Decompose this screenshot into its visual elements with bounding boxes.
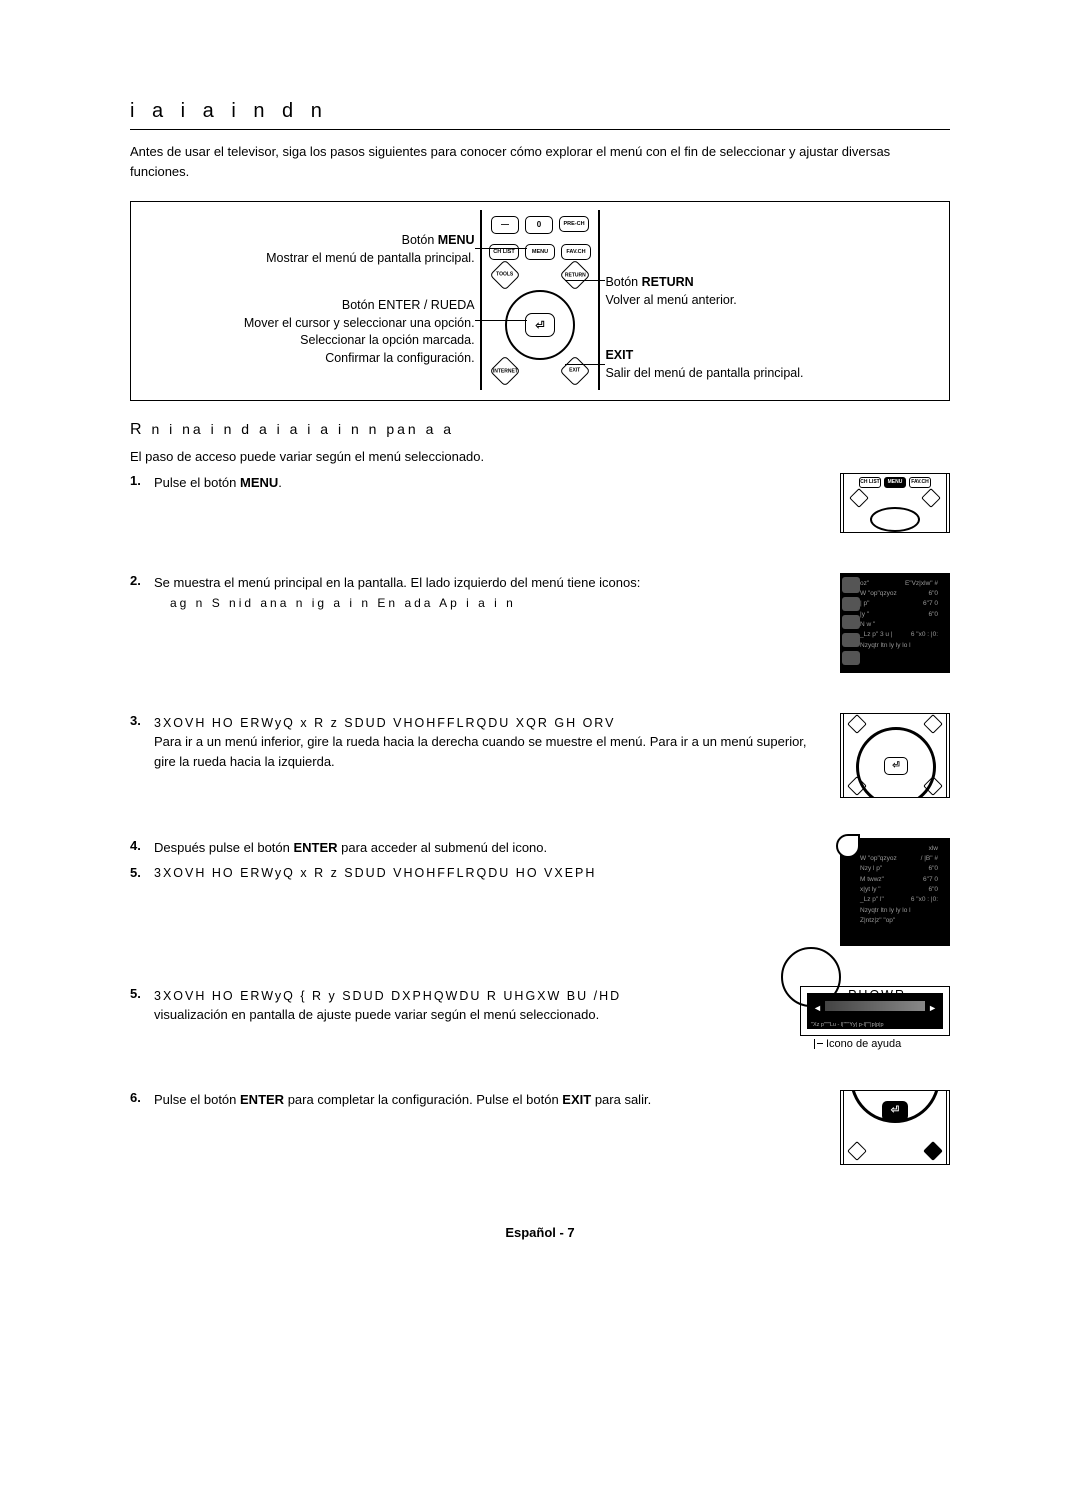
- prech-button: PRE-CH: [559, 216, 589, 232]
- exit-button: EXIT: [559, 355, 590, 386]
- tools-button: TOOLS: [489, 259, 520, 290]
- thumb-menu-screen: oz"E"Vz|xlw" # W "op"qzyoz6"0 | p"6"7 0 …: [840, 573, 950, 673]
- page-footer: Español - 7: [130, 1225, 950, 1240]
- return-button-label: Botón RETURN Volver al menú anterior.: [605, 274, 736, 309]
- minus-button: —: [491, 216, 519, 234]
- thumb-enter-exit: ⏎: [840, 1090, 950, 1165]
- step-1: Pulse el botón MENU. CH LIST MENU FAV.CH: [130, 473, 950, 533]
- page-title: i a i a i n d n: [130, 100, 950, 130]
- zero-button: 0: [525, 216, 553, 234]
- thumb-remote-menu: CH LIST MENU FAV.CH: [840, 473, 950, 533]
- section-heading: R n i na i n d a i a i a i n n pan a a: [130, 421, 950, 439]
- remote-illustration: — 0 PRE-CH CH LIST MENU FAV.CH TOOLS RET…: [480, 210, 600, 390]
- steps-list: Pulse el botón MENU. CH LIST MENU FAV.CH: [130, 473, 950, 1165]
- chlist-button: CH LIST: [489, 244, 519, 260]
- enter-button-label: Botón ENTER / RUEDA Mover el cursor y se…: [244, 297, 475, 367]
- step-6: 3XOVH HO ERWyQ { R y SDUD DXPHQWDU R UHG…: [130, 986, 950, 1050]
- step-7: Pulse el botón ENTER para completar la c…: [130, 1090, 950, 1165]
- menu-button: MENU: [525, 244, 555, 260]
- favch-button: FAV.CH: [561, 244, 591, 260]
- internet-button: INTERNET: [489, 355, 520, 386]
- enter-button: ⏎: [525, 313, 555, 337]
- help-icon-caption: Icono de ayuda: [826, 1038, 901, 1050]
- exit-button-label: EXIT Salir del menú de pantalla principa…: [605, 347, 803, 382]
- thumb-slider: ◄ ► "Xz p"""Lu - l|"""Yy| p-l|""|p|p|p: [800, 986, 950, 1036]
- return-button: RETURN: [559, 259, 590, 290]
- step-3: 3XOVH HO ERWyQ x R z SDUD VHOHFFLRQDU XQ…: [130, 713, 950, 798]
- thumb-wheel: ⏎: [840, 713, 950, 798]
- menu-button-label: Botón MENU Mostrar el menú de pantalla p…: [266, 232, 474, 267]
- section-subtext: El paso de acceso puede variar según el …: [130, 447, 950, 467]
- step-2: Se muestra el menú principal en la panta…: [130, 573, 950, 673]
- remote-diagram: Botón MENU Mostrar el menú de pantalla p…: [130, 201, 950, 401]
- intro-text: Antes de usar el televisor, siga los pas…: [130, 142, 950, 181]
- wheel-control: ⏎: [505, 290, 575, 360]
- step-4: Después pulse el botón ENTER para accede…: [130, 838, 950, 946]
- thumb-submenu-screen: xlw W "op"qzyoz/ |B" # Nzy l p"6"0 M tww…: [840, 838, 950, 946]
